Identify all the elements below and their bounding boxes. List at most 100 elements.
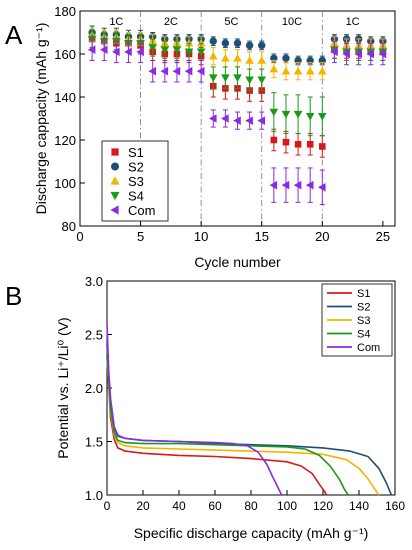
data-point [221, 39, 230, 47]
data-point [160, 46, 170, 54]
legend-label: S4 [128, 189, 144, 204]
y-tick-label: 2.0 [85, 381, 103, 396]
y-tick-label: 80 [62, 219, 76, 234]
data-point [318, 66, 327, 75]
data-point [342, 49, 350, 59]
data-point [282, 138, 290, 146]
panel-a-letter: A [5, 20, 23, 50]
data-point [160, 66, 169, 76]
data-point [233, 74, 242, 82]
y-tick-label: 140 [54, 90, 76, 105]
data-point [233, 39, 242, 47]
rate-label: 10C [282, 16, 302, 28]
y-tick-label: 2.5 [85, 328, 103, 343]
data-point [221, 54, 230, 62]
data-point [184, 66, 193, 76]
legend-marker [110, 176, 120, 185]
y-tick-label: 3.0 [85, 274, 103, 289]
legend-label: S1 [357, 288, 370, 300]
data-point [258, 41, 266, 50]
data-point [172, 46, 182, 54]
data-point [233, 116, 241, 125]
series-line-s2 [106, 345, 393, 496]
data-point [270, 136, 278, 144]
x-tick-label: 25 [376, 229, 390, 244]
legend-label: S2 [128, 160, 144, 175]
data-point [281, 110, 291, 119]
data-point [208, 74, 218, 82]
series-line-com [106, 323, 283, 496]
panel-a-y-axis-label: Discharge cappacity (mAh g⁻¹) [33, 23, 49, 215]
legend-marker [111, 162, 119, 171]
data-point [354, 49, 362, 59]
panel-b-series [106, 323, 393, 496]
data-point [196, 48, 206, 57]
x-tick-label: 0 [104, 499, 111, 513]
data-point [221, 74, 230, 82]
panel-b-letter: B [5, 281, 22, 311]
y-tick-label: 120 [54, 133, 76, 148]
data-point [184, 48, 194, 57]
legend-label: Com [128, 203, 155, 218]
x-tick-label: 5 [137, 229, 144, 244]
data-point [294, 141, 302, 148]
legend-label: S3 [357, 315, 370, 327]
legend-label: S1 [128, 145, 144, 160]
data-point [330, 47, 338, 57]
legend-marker [111, 148, 119, 156]
data-point [282, 54, 290, 62]
data-point [305, 113, 315, 121]
x-tick-label: 15 [254, 229, 268, 244]
data-point [112, 47, 120, 57]
x-tick-label: 20 [315, 229, 329, 244]
data-point [293, 66, 303, 75]
x-tick-label: 120 [313, 499, 333, 513]
data-point [269, 180, 278, 190]
rate-label: 1C [109, 16, 123, 28]
data-point [196, 66, 205, 76]
x-tick-label: 60 [208, 499, 222, 513]
panel-b-y-ticks: 1.0 1.5 2.0 2.5 3.0 [85, 274, 112, 503]
legend-marker [110, 205, 119, 215]
series-line-s3 [106, 355, 380, 496]
data-point [257, 76, 267, 85]
x-tick-label: 80 [244, 499, 258, 513]
data-point [99, 45, 108, 54]
y-tick-label: 1.0 [85, 488, 103, 503]
data-point [319, 143, 326, 150]
series-line-s1 [106, 355, 328, 496]
x-tick-label: 40 [172, 499, 186, 513]
x-tick-label: 0 [76, 229, 83, 244]
data-point [269, 108, 279, 117]
data-point [281, 180, 290, 190]
x-tick-label: 160 [385, 499, 405, 513]
panel-a: A 1C 2C 5C 10C 1C 0 5 10 15 20 25 80 100 120 140 160 1… [5, 4, 396, 270]
data-point [245, 41, 254, 50]
panel-a-rate-labels: 1C 2C 5C 10C 1C [109, 16, 359, 28]
data-point [318, 183, 326, 192]
x-tick-label: 20 [136, 499, 150, 513]
data-point [136, 47, 144, 57]
data-point [293, 110, 303, 119]
data-point [208, 114, 217, 123]
data-point [209, 37, 217, 45]
data-point [306, 141, 314, 148]
legend-marker [110, 191, 120, 201]
series-line-s4 [106, 355, 349, 496]
legend-label: Com [357, 342, 380, 354]
data-point [305, 180, 314, 190]
data-point [233, 54, 242, 62]
legend-label: S2 [357, 302, 370, 314]
data-point [221, 114, 229, 123]
data-point [269, 64, 279, 73]
data-point [87, 45, 96, 54]
data-point [257, 56, 267, 64]
panel-b-x-axis-label: Specific discharge capacity (mAh g⁻¹) [134, 525, 369, 541]
y-tick-label: 160 [54, 47, 76, 62]
data-point [318, 113, 327, 121]
series-com [87, 38, 387, 205]
legend-label: S4 [357, 329, 370, 341]
panel-b: B 0 20 40 60 80 100 120 140 160 1.01.52.02.53.0 … [5, 274, 405, 541]
legend-label: S3 [128, 174, 144, 189]
